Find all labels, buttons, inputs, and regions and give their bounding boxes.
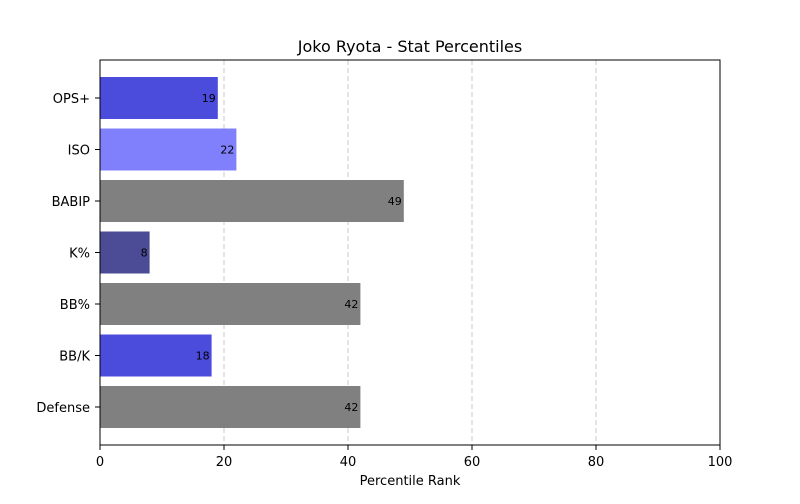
y-tick-label: K% — [69, 247, 90, 262]
bar-babip — [100, 180, 404, 222]
bar-value-label: 8 — [141, 247, 148, 260]
x-tick-label: 100 — [708, 455, 733, 470]
x-axis-label: Percentile Rank — [360, 474, 461, 489]
bar-value-label: 42 — [344, 401, 358, 414]
y-tick-label: BB/K — [59, 350, 90, 365]
y-tick-label: BB% — [60, 298, 90, 313]
bar-value-label: 22 — [220, 144, 234, 157]
bar-k- — [100, 231, 150, 274]
grid-lines — [223, 60, 597, 445]
bars — [100, 77, 404, 428]
x-tick-label: 60 — [464, 455, 481, 470]
bar-value-label: 42 — [344, 298, 358, 311]
value-labels: 19 22 49 8 42 18 42 — [141, 92, 402, 414]
x-axis: 0 20 40 60 80 100 — [96, 445, 733, 470]
x-tick-label: 80 — [588, 455, 605, 470]
bar-ops- — [100, 77, 218, 119]
y-tick-label: ISO — [68, 144, 90, 159]
chart-title: Joko Ryota - Stat Percentiles — [297, 37, 522, 56]
bar-bb-k — [100, 334, 212, 377]
bar-iso — [100, 128, 237, 171]
y-tick-label: BABIP — [52, 195, 91, 210]
x-tick-label: 40 — [340, 455, 357, 470]
y-tick-label: Defense — [36, 401, 90, 416]
x-tick-label: 20 — [216, 455, 233, 470]
bar-bb- — [100, 283, 361, 325]
bar-value-label: 18 — [196, 350, 210, 363]
bar-value-label: 49 — [388, 195, 402, 208]
bar-value-label: 19 — [202, 92, 216, 105]
y-axis: OPS+ ISO BABIP K% BB% BB/K Defense — [36, 92, 100, 416]
bar-defense — [100, 386, 361, 428]
y-tick-label: OPS+ — [53, 92, 90, 107]
x-tick-label: 0 — [96, 455, 104, 470]
